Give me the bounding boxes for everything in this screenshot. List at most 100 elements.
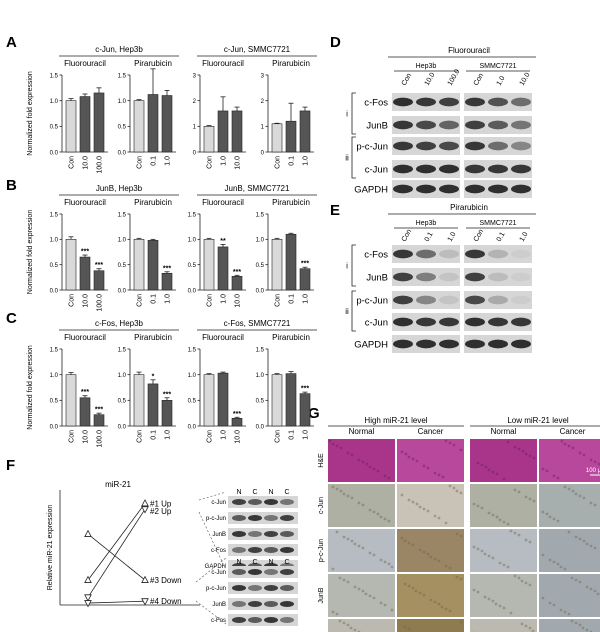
ihc-texture [437, 559, 441, 563]
ihc-texture [552, 474, 556, 478]
ihc-texture [483, 552, 487, 556]
protein-band [393, 120, 413, 130]
ihc-texture [331, 567, 335, 571]
ihc-texture [411, 586, 415, 590]
ihc-texture [357, 587, 361, 591]
ihc-texture [498, 518, 502, 522]
x-tick-label: 0.1 [151, 156, 158, 166]
ihc-texture [429, 555, 433, 559]
bracket-ii-label: ii [345, 307, 349, 316]
ihc-texture [589, 458, 593, 462]
ihc-texture [459, 448, 463, 452]
ihc-texture [426, 509, 430, 513]
ihc-texture [441, 475, 445, 479]
y-tick-label: 1.0 [50, 99, 59, 105]
protein-label: GAPDH [354, 185, 388, 196]
series-label: #1 Up [150, 499, 172, 508]
subplot-1: Fluorouracil 0.0 0.5 1.0 1.5 Con *** 10.0 *** 100… [50, 198, 108, 312]
ihc-row-label: JunB [318, 587, 325, 603]
ihc-texture [400, 493, 404, 497]
y-tick-label: 0.0 [188, 288, 197, 294]
bar [271, 123, 283, 153]
protein-band [439, 164, 459, 174]
ihc-texture [491, 513, 495, 517]
ihc-texture [556, 562, 560, 566]
ihc-texture [476, 504, 480, 508]
blot-strip [392, 291, 460, 309]
ihc-texture [517, 533, 521, 537]
protein-label: c-Fos [211, 548, 226, 554]
connector-line [198, 491, 227, 501]
ihc-texture [452, 486, 456, 490]
y-tick-label: 1.5 [256, 347, 265, 353]
ihc-texture [437, 473, 441, 477]
x-tick-label: 1.0 [303, 294, 310, 304]
blot-strip [228, 528, 298, 540]
ihc-row-label: c-Jun [318, 497, 325, 514]
y-tick-label: 0.5 [256, 399, 265, 405]
bar [285, 373, 297, 427]
ihc-texture [335, 612, 339, 616]
protein-band [280, 617, 294, 623]
protein-label: c-Jun [211, 570, 226, 576]
ihc-texture [383, 603, 387, 607]
bar [93, 270, 105, 291]
y-tick-label: 2 [193, 99, 197, 105]
bar [271, 239, 283, 291]
ihc-texture [407, 541, 411, 545]
ihc-texture [455, 575, 459, 579]
ihc-texture [361, 460, 365, 464]
blot-title: Pirarubicin [450, 203, 488, 212]
protein-band [511, 339, 531, 349]
ihc-texture [383, 560, 387, 564]
protein-label: c-Jun [211, 500, 226, 506]
protein-band [264, 547, 278, 553]
ihc-texture [390, 608, 394, 612]
bar [299, 110, 311, 153]
protein-label: GAPDH [354, 340, 388, 351]
blot-strip [228, 566, 298, 578]
ihc-texture [372, 553, 376, 557]
ihc-texture [328, 439, 332, 443]
ihc-texture [552, 560, 556, 564]
ihc-image [328, 574, 395, 617]
blot-strip [228, 582, 298, 594]
y-tick-label: 0.0 [256, 424, 265, 430]
connector-line [195, 557, 227, 583]
y-axis-label: Normalized fold expression [27, 71, 34, 156]
y-tick-label: 0.5 [50, 263, 59, 269]
ihc-texture [506, 565, 510, 569]
ihc-image [328, 619, 395, 632]
protein-band [416, 295, 436, 305]
y-tick-label: 0.0 [118, 288, 127, 294]
ihc-texture [411, 500, 415, 504]
subplot-label: Fluorouracil [202, 198, 244, 207]
ihc-image [470, 439, 537, 482]
y-tick-label: 1.5 [118, 73, 127, 79]
ihc-texture [331, 610, 335, 614]
protein-band [248, 547, 262, 553]
blot-strip [464, 245, 532, 263]
y-tick-label: 0.5 [188, 263, 197, 269]
ihc-texture [368, 465, 372, 469]
lane-label: C [284, 559, 289, 566]
ihc-texture [400, 536, 404, 540]
protein-band [416, 120, 436, 130]
significance-mark: *** [95, 262, 103, 269]
protein-band [280, 531, 294, 537]
ihc-texture [532, 499, 536, 503]
bar [285, 233, 297, 291]
protein-band [465, 317, 485, 327]
protein-band [393, 184, 413, 194]
ihc-column-label: Normal [491, 427, 517, 436]
y-axis-label: Normalized fold expression [27, 210, 34, 295]
protein-band [393, 97, 413, 107]
data-point [141, 499, 149, 507]
y-tick-label: 0.0 [256, 288, 265, 294]
ihc-image [397, 574, 464, 617]
protein-band [264, 569, 278, 575]
ihc-texture [487, 468, 491, 472]
ihc-texture [346, 580, 350, 584]
ihc-image [397, 484, 464, 527]
